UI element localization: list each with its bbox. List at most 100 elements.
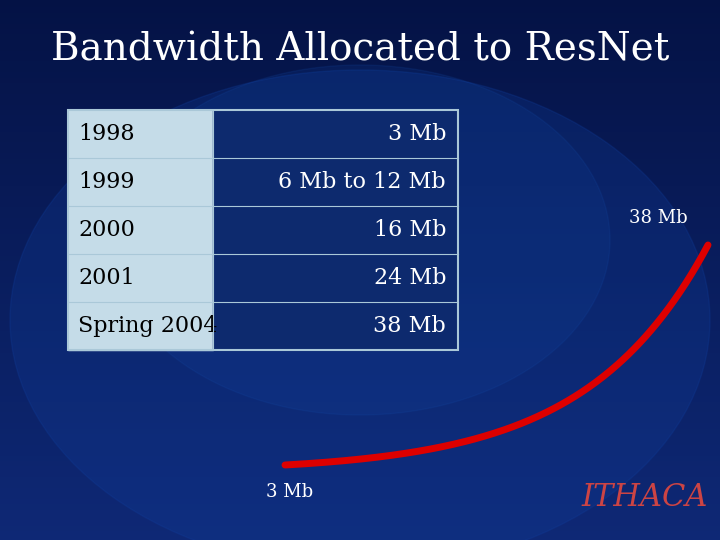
Ellipse shape [10,70,710,540]
Text: Bandwidth Allocated to ResNet: Bandwidth Allocated to ResNet [51,31,669,69]
Bar [0,318,720,324]
Bar [0,172,720,178]
Bar [0,436,720,443]
Bar [0,350,720,356]
Bar [0,253,720,259]
Bar [0,139,720,146]
Ellipse shape [110,65,610,415]
Bar [0,237,720,243]
Text: 2000: 2000 [78,219,135,241]
Bar [0,366,720,373]
Bar [0,312,720,319]
Bar [0,134,720,140]
Bar [0,204,720,211]
Bar [68,158,213,206]
Bar [0,37,720,43]
Bar [0,264,720,270]
Bar [0,458,720,464]
Bar [0,102,720,108]
Bar [0,26,720,32]
Bar [0,31,720,38]
Bar [68,206,213,254]
Bar [0,161,720,167]
Bar [0,485,720,491]
Bar [0,334,720,340]
Bar [0,399,720,405]
Bar [0,269,720,275]
Bar [0,21,720,27]
Bar [0,0,720,5]
Bar [68,302,213,350]
Bar [0,431,720,437]
Bar [0,274,720,281]
Bar [0,10,720,16]
Text: 3 Mb: 3 Mb [387,123,446,145]
Bar [0,301,720,308]
Bar [0,463,720,470]
Bar [0,280,720,286]
Bar [68,254,213,302]
Bar [0,48,720,54]
Bar [0,296,720,302]
Bar [0,453,720,459]
Bar [0,183,720,189]
Bar [0,426,720,432]
Bar [0,58,720,65]
Bar [0,15,720,22]
Bar [0,291,720,297]
Bar [0,345,720,351]
Bar [0,377,720,383]
Bar [0,323,720,329]
Bar [0,64,720,70]
Bar [0,415,720,421]
Bar [0,112,720,119]
Bar [0,69,720,76]
Text: 2001: 2001 [78,267,135,289]
Text: 16 Mb: 16 Mb [374,219,446,241]
Bar [0,150,720,157]
Bar [0,199,720,205]
Bar [0,512,720,518]
Bar [0,409,720,416]
Bar [0,404,720,410]
Bar [0,447,720,454]
Bar [213,206,458,254]
Bar [0,145,720,151]
Bar [0,507,720,513]
Bar [0,123,720,130]
Bar [0,242,720,248]
Bar [68,110,458,350]
Bar [0,107,720,113]
Bar [0,382,720,389]
Bar [0,501,720,508]
Bar [0,328,720,335]
Bar [0,528,720,535]
Bar [213,158,458,206]
Bar [0,339,720,346]
Bar [0,4,720,11]
Bar [0,307,720,313]
Bar [0,355,720,362]
Text: ITHACA: ITHACA [582,483,708,514]
Bar [0,420,720,427]
Bar [0,523,720,529]
Bar [0,469,720,475]
Bar [0,285,720,292]
Text: 1998: 1998 [78,123,135,145]
Bar [0,534,720,540]
Bar [0,226,720,232]
Text: 38 Mb: 38 Mb [629,209,688,227]
Bar [0,258,720,265]
Bar [0,231,720,238]
Bar [0,96,720,103]
Bar [0,118,720,124]
Bar [0,166,720,173]
Bar [0,388,720,394]
Bar [0,247,720,254]
Bar [0,75,720,81]
Bar [0,215,720,221]
Bar [68,110,213,158]
Bar [0,361,720,367]
Bar [0,91,720,97]
Text: 6 Mb to 12 Mb: 6 Mb to 12 Mb [279,171,446,193]
